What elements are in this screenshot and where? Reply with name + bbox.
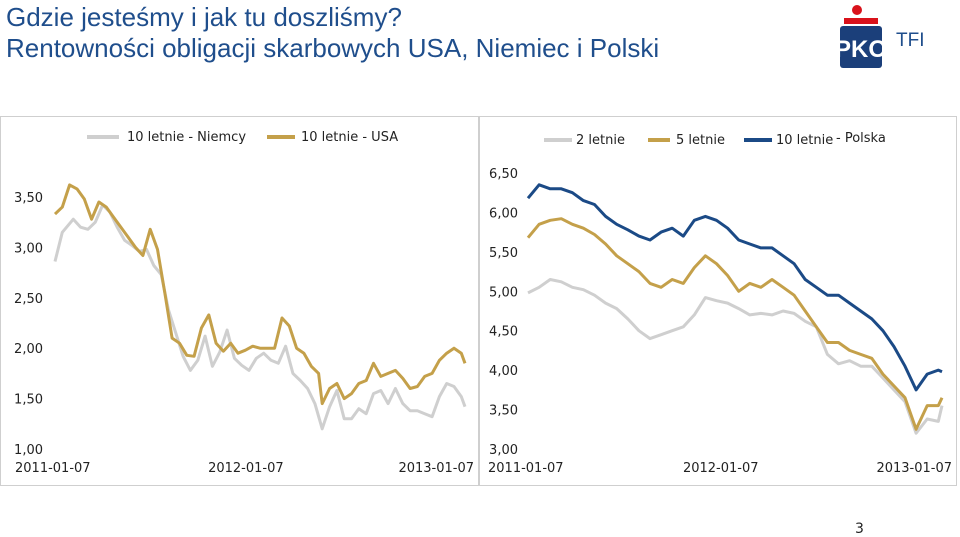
- x-tick-label: 2012-01-07: [208, 461, 284, 476]
- y-tick-label: 3,50: [489, 404, 518, 419]
- chart-panel-left: 1,00 1,50 2,00 2,50 3,00 3,50 2011-01-07 2012-0…: [0, 116, 479, 486]
- series-line-2: [526, 183, 943, 392]
- page-title: Gdzie jesteśmy i jak tu doszliśmy? Rento…: [6, 2, 659, 64]
- series-line-0: [53, 203, 467, 431]
- series-line-1: [53, 183, 467, 406]
- y-tick-label: 1,00: [14, 443, 43, 458]
- x-tick-label: 2011-01-07: [488, 461, 564, 476]
- x-tick-label: 2013-01-07: [398, 461, 474, 476]
- logo-red-bar: [844, 18, 878, 24]
- y-tick-label: 4,00: [489, 364, 518, 379]
- y-tick-label: 3,00: [14, 241, 43, 256]
- pko-logo: PKO: [836, 5, 887, 68]
- logo-tfi-text: TFI: [896, 30, 925, 51]
- legend-label: 10 letnie - USA: [301, 130, 398, 145]
- y-tick-label: 3,50: [14, 191, 43, 206]
- logo-navy-block: [840, 26, 882, 68]
- x-tick-label: 2013-01-07: [876, 461, 952, 476]
- y-tick-label: 1,50: [14, 393, 43, 408]
- page-number: 3: [855, 521, 864, 537]
- y-tick-label: 4,50: [489, 325, 518, 340]
- series-line-1: [526, 217, 944, 431]
- legend-label: 10 letnie - Niemcy: [127, 130, 246, 145]
- x-tick-label: 2012-01-07: [683, 461, 759, 476]
- y-tick-label: 2,00: [14, 342, 43, 357]
- y-tick-label: 6,00: [489, 206, 518, 221]
- chart-panel-right: 3,00 3,50 4,00 4,50 5,00 5,50 6,00 6,50 2011-01-…: [479, 116, 957, 486]
- title-line-1: Gdzie jesteśmy i jak tu doszliśmy?: [6, 2, 402, 32]
- chart-svg-1: 3,00 3,50 4,00 4,50 5,00 5,50 6,00 6,50 2011-01-…: [488, 131, 952, 476]
- logo-red-dot: [852, 5, 862, 15]
- logo-letters: PKO: [836, 36, 887, 63]
- legend-label: 5 letnie: [676, 133, 725, 148]
- title-line-2: Rentowności obligacji skarbowych USA, Ni…: [6, 33, 660, 63]
- legend-suffix: - Polska: [836, 131, 886, 146]
- series-line-0: [527, 278, 944, 435]
- y-tick-label: 3,00: [489, 443, 518, 458]
- legend-label: 2 letnie: [576, 133, 625, 148]
- y-tick-label: 6,50: [489, 167, 518, 182]
- y-tick-label: 2,50: [14, 292, 43, 307]
- legend-label: 10 letnie: [776, 133, 833, 148]
- y-tick-label: 5,00: [489, 285, 518, 300]
- x-tick-label: 2011-01-07: [15, 461, 91, 476]
- chart-svg-0: 1,00 1,50 2,00 2,50 3,00 3,50 2011-01-07 2012-0…: [14, 130, 474, 476]
- y-tick-label: 5,50: [489, 246, 518, 261]
